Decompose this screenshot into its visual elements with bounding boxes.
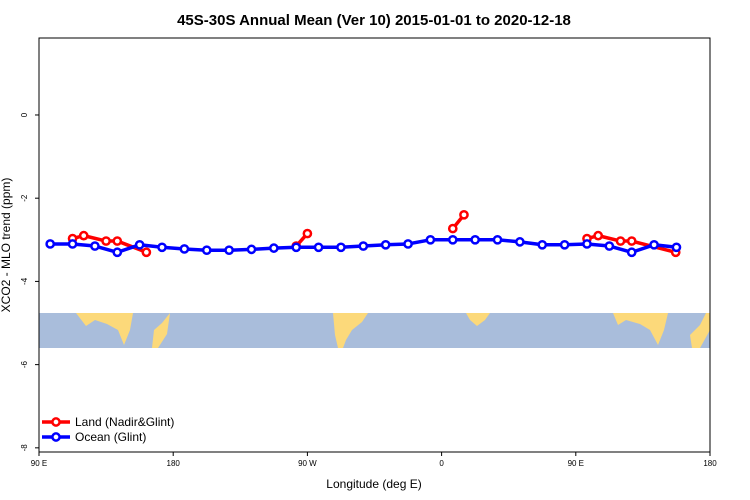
legend-ocean-marker xyxy=(51,432,61,442)
ocean-data-point xyxy=(45,239,56,249)
ocean-data-point xyxy=(649,239,659,250)
ocean-data-point xyxy=(671,242,682,253)
series-layer xyxy=(45,209,682,258)
land-data-point xyxy=(626,236,637,246)
continent-shapes xyxy=(76,313,710,348)
land-data-point xyxy=(593,230,604,241)
ocean-data-point xyxy=(157,242,167,253)
ocean-data-point xyxy=(447,234,458,245)
land-data-point xyxy=(302,228,313,239)
land-data-point xyxy=(615,236,626,246)
x-tick-label: 90 E xyxy=(568,459,584,468)
x-axis-label: Longitude (deg E) xyxy=(326,477,421,491)
ocean-data-point xyxy=(246,244,257,255)
ocean-data-point xyxy=(492,234,503,245)
x-axis: 90 E 180 90 W 0 90 E 180 xyxy=(31,452,717,468)
x-tick-label: 180 xyxy=(167,459,181,468)
australia-shape xyxy=(76,313,133,345)
ocean-data-point xyxy=(425,234,436,245)
legend-land-marker xyxy=(51,417,61,427)
land-data-point xyxy=(78,230,89,241)
x-tick-label: 0 xyxy=(439,459,444,468)
ocean-data-point xyxy=(112,247,123,258)
y-axis: 0 -2 -4 -6 -8 xyxy=(20,112,39,451)
australia-shape-right xyxy=(613,313,668,345)
x-tick-label: 180 xyxy=(703,459,717,468)
ocean-data-point xyxy=(90,241,100,251)
new-zealand-shape-right xyxy=(690,313,710,348)
x-tick-label: 90 W xyxy=(298,459,317,468)
ocean-background xyxy=(39,313,710,348)
y-tick-label: -6 xyxy=(20,361,29,369)
legend-ocean-label: Ocean (Glint) xyxy=(75,430,146,444)
plot-frame xyxy=(38,37,711,453)
ocean-data-point xyxy=(179,244,190,254)
ocean-data-point xyxy=(358,241,369,251)
ocean-data-point xyxy=(224,245,234,256)
land-data-point xyxy=(101,236,111,246)
y-tick-label: 0 xyxy=(20,112,29,117)
ocean-data-point xyxy=(380,239,391,250)
south-america-shape xyxy=(333,313,368,348)
ocean-data-point xyxy=(403,239,413,249)
new-zealand-shape xyxy=(152,313,170,348)
ocean-data-point xyxy=(291,242,302,253)
south-africa-shape xyxy=(466,313,490,326)
ocean-data-point xyxy=(626,247,637,258)
ocean-data-point xyxy=(470,234,480,245)
ocean-data-point xyxy=(604,241,615,251)
legend-land-label: Land (Nadir&Glint) xyxy=(75,415,174,429)
ocean-data-point xyxy=(269,243,279,253)
y-tick-label: -4 xyxy=(20,277,29,285)
y-axis-label: XCO2 - MLO trend (ppm) xyxy=(0,178,13,313)
land-data-point xyxy=(141,247,152,258)
ocean-data-point xyxy=(336,242,346,253)
land-data-point xyxy=(112,236,123,246)
land-data-point xyxy=(447,223,458,234)
x-tick-label: 90 E xyxy=(31,459,47,468)
ocean-data-point xyxy=(559,239,570,250)
land-data-point xyxy=(459,209,469,220)
ocean-data-point xyxy=(537,239,548,250)
y-tick-label: -8 xyxy=(20,444,29,452)
chart-title: 45S-30S Annual Mean (Ver 10) 2015-01-01 … xyxy=(177,12,571,29)
legend: Land (Nadir&Glint)Ocean (Glint) xyxy=(42,415,174,444)
ocean-data-point xyxy=(67,239,78,249)
map-strip xyxy=(39,313,710,348)
ocean-data-point xyxy=(515,237,525,247)
ocean-data-point xyxy=(201,245,212,256)
y-tick-label: -2 xyxy=(20,194,29,202)
ocean-data-point xyxy=(313,242,324,253)
ocean-data-point xyxy=(134,239,145,250)
ocean-data-point xyxy=(582,239,592,249)
